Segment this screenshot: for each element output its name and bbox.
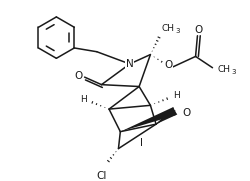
Text: O: O xyxy=(182,108,190,118)
Text: 3: 3 xyxy=(175,28,180,34)
Text: H: H xyxy=(172,91,179,100)
Text: I: I xyxy=(139,138,142,148)
Text: 3: 3 xyxy=(230,70,235,75)
Text: Cl: Cl xyxy=(96,171,106,181)
Polygon shape xyxy=(120,107,176,132)
Text: O: O xyxy=(74,71,83,81)
Polygon shape xyxy=(156,108,176,124)
Text: O: O xyxy=(164,60,172,70)
Text: N: N xyxy=(125,59,133,69)
Text: CH: CH xyxy=(161,24,174,33)
Text: H: H xyxy=(80,95,86,104)
Text: O: O xyxy=(194,25,202,35)
Text: CH: CH xyxy=(216,65,229,74)
